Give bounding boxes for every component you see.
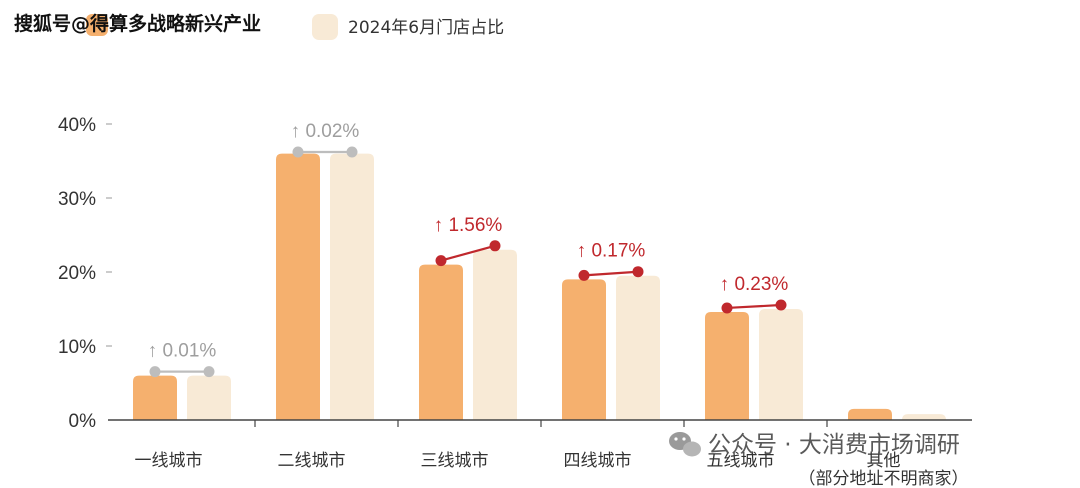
bar-series-1: [276, 153, 320, 420]
bar-series-1: [419, 264, 463, 420]
x-tick-label: 二线城市: [278, 451, 346, 471]
x-tick-label: 一线城市: [135, 451, 203, 471]
y-tick-label: 20%: [58, 263, 96, 284]
legend-label-series-2: 2024年6月门店占比: [348, 18, 504, 38]
y-axis: 0% 10% 20% 30% 40%: [58, 115, 112, 432]
x-tick-label: 四线城市: [564, 451, 632, 471]
change-marker: [435, 255, 447, 267]
bar-series-2: [902, 414, 946, 421]
change-annotations: ↑ 0.01% ↑ 0.02% ↑ 1.56% ↑ 0.17% ↑ 0.23%: [148, 121, 789, 378]
x-axis: 一线城市 二线城市 三线城市 四线城市 五线城市 其他（部分地址不明商家）: [135, 420, 969, 488]
x-tick-label: 三线城市: [421, 451, 489, 471]
bar-series-1: [848, 408, 892, 420]
y-tick-label: 40%: [58, 115, 96, 136]
bar-series-2: [759, 309, 803, 420]
bar-series-2: [616, 275, 660, 420]
change-marker: [346, 146, 358, 158]
change-marker: [721, 302, 733, 314]
wechat-icon: [669, 432, 701, 457]
x-tick-label: 其他: [867, 451, 901, 471]
change-label: ↑ 0.23%: [720, 274, 789, 295]
change-marker: [489, 240, 501, 252]
change-label: ↑ 0.17%: [577, 241, 646, 262]
x-tick-label: 五线城市: [707, 451, 775, 471]
change-marker: [632, 266, 644, 278]
x-tick-sublabel: （部分地址不明商家）: [799, 469, 969, 488]
bar-series-1: [705, 311, 749, 420]
watermark-top: 搜狐号@得算多战略新兴产业: [14, 12, 261, 35]
bars: [133, 153, 946, 421]
change-label: ↑ 0.02%: [291, 121, 360, 142]
watermark-bottom: 公众号 · 大消费市场调研: [708, 432, 960, 458]
change-label: ↑ 1.56%: [434, 215, 503, 236]
change-marker: [578, 269, 590, 281]
bar-series-1: [133, 375, 177, 420]
y-tick-label: 0%: [69, 411, 97, 432]
change-marker: [292, 146, 304, 158]
legend-swatch-series-2: [312, 14, 338, 40]
legend-swatch-series-1: [86, 14, 108, 36]
legend: 2024年6月门店占比: [86, 14, 504, 40]
change-label: ↑ 0.01%: [148, 341, 217, 362]
bar-series-2: [330, 153, 374, 420]
change-connector-line: [726, 303, 782, 310]
change-connector-line: [583, 270, 639, 277]
bar-series-1: [562, 279, 606, 420]
y-tick-label: 10%: [58, 337, 96, 358]
change-marker: [149, 366, 161, 378]
bar-series-2: [187, 375, 231, 420]
change-marker: [775, 299, 787, 311]
change-marker: [203, 366, 215, 378]
y-tick-label: 30%: [58, 189, 96, 210]
bar-series-2: [473, 249, 517, 420]
change-connector-line: [440, 244, 496, 262]
